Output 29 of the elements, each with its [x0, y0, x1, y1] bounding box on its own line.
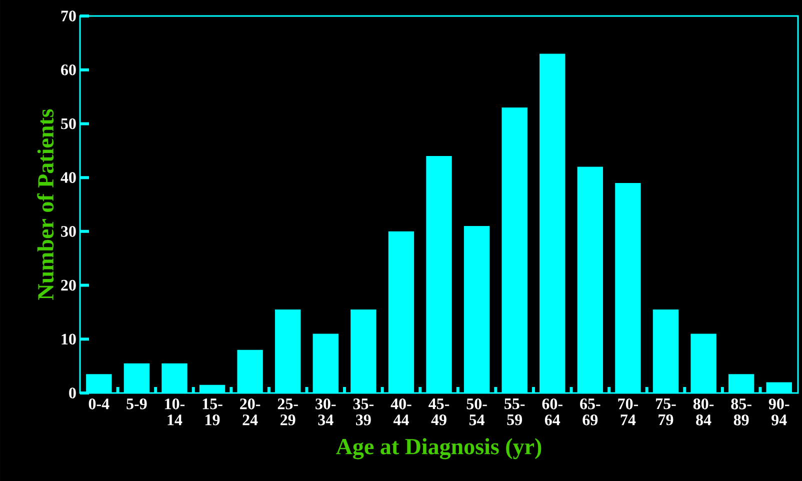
x-tick-label: 60-64	[542, 398, 562, 426]
x-tick-label: 30-34	[316, 398, 336, 426]
x-tick-label: 85-89	[731, 398, 752, 426]
y-tick-label: 10	[62, 334, 76, 345]
x-tick-label: 80-84	[693, 398, 714, 426]
y-tick-label: 40	[60, 172, 76, 183]
x-axis-title: Age at Diagnosis (yr)	[336, 438, 542, 460]
x-tick-label: 5-9	[126, 398, 147, 410]
y-tick-label: 60	[61, 64, 76, 76]
x-tick-label: 15-19	[202, 398, 222, 426]
x-tick-label: 20-24	[240, 398, 260, 426]
y-tick-label: 50	[61, 118, 76, 130]
y-tick-label: 20	[61, 280, 76, 291]
x-tick-label: 90-94	[768, 398, 790, 426]
x-tick-label: 65-69	[580, 398, 600, 426]
x-tick-label: 40-44	[390, 398, 412, 426]
y-axis-title: Number of Patients	[37, 109, 54, 300]
x-tick-label: 50-54	[466, 398, 487, 426]
x-tick-label: 10-14	[165, 398, 185, 426]
x-tick-label: 70-74	[618, 398, 638, 426]
x-tick-label: 55-59	[504, 398, 525, 426]
x-tick-label: 25-29	[278, 398, 298, 426]
x-tick-label: 75-79	[656, 398, 676, 426]
x-tick-label: 35-39	[353, 398, 374, 426]
y-tick-label: 30	[61, 226, 76, 237]
y-tick-label: 70	[61, 10, 76, 22]
x-tick-label: 45-49	[428, 398, 450, 426]
y-tick-label: 0	[69, 388, 76, 398]
x-tick-label: 0-4	[88, 398, 110, 410]
